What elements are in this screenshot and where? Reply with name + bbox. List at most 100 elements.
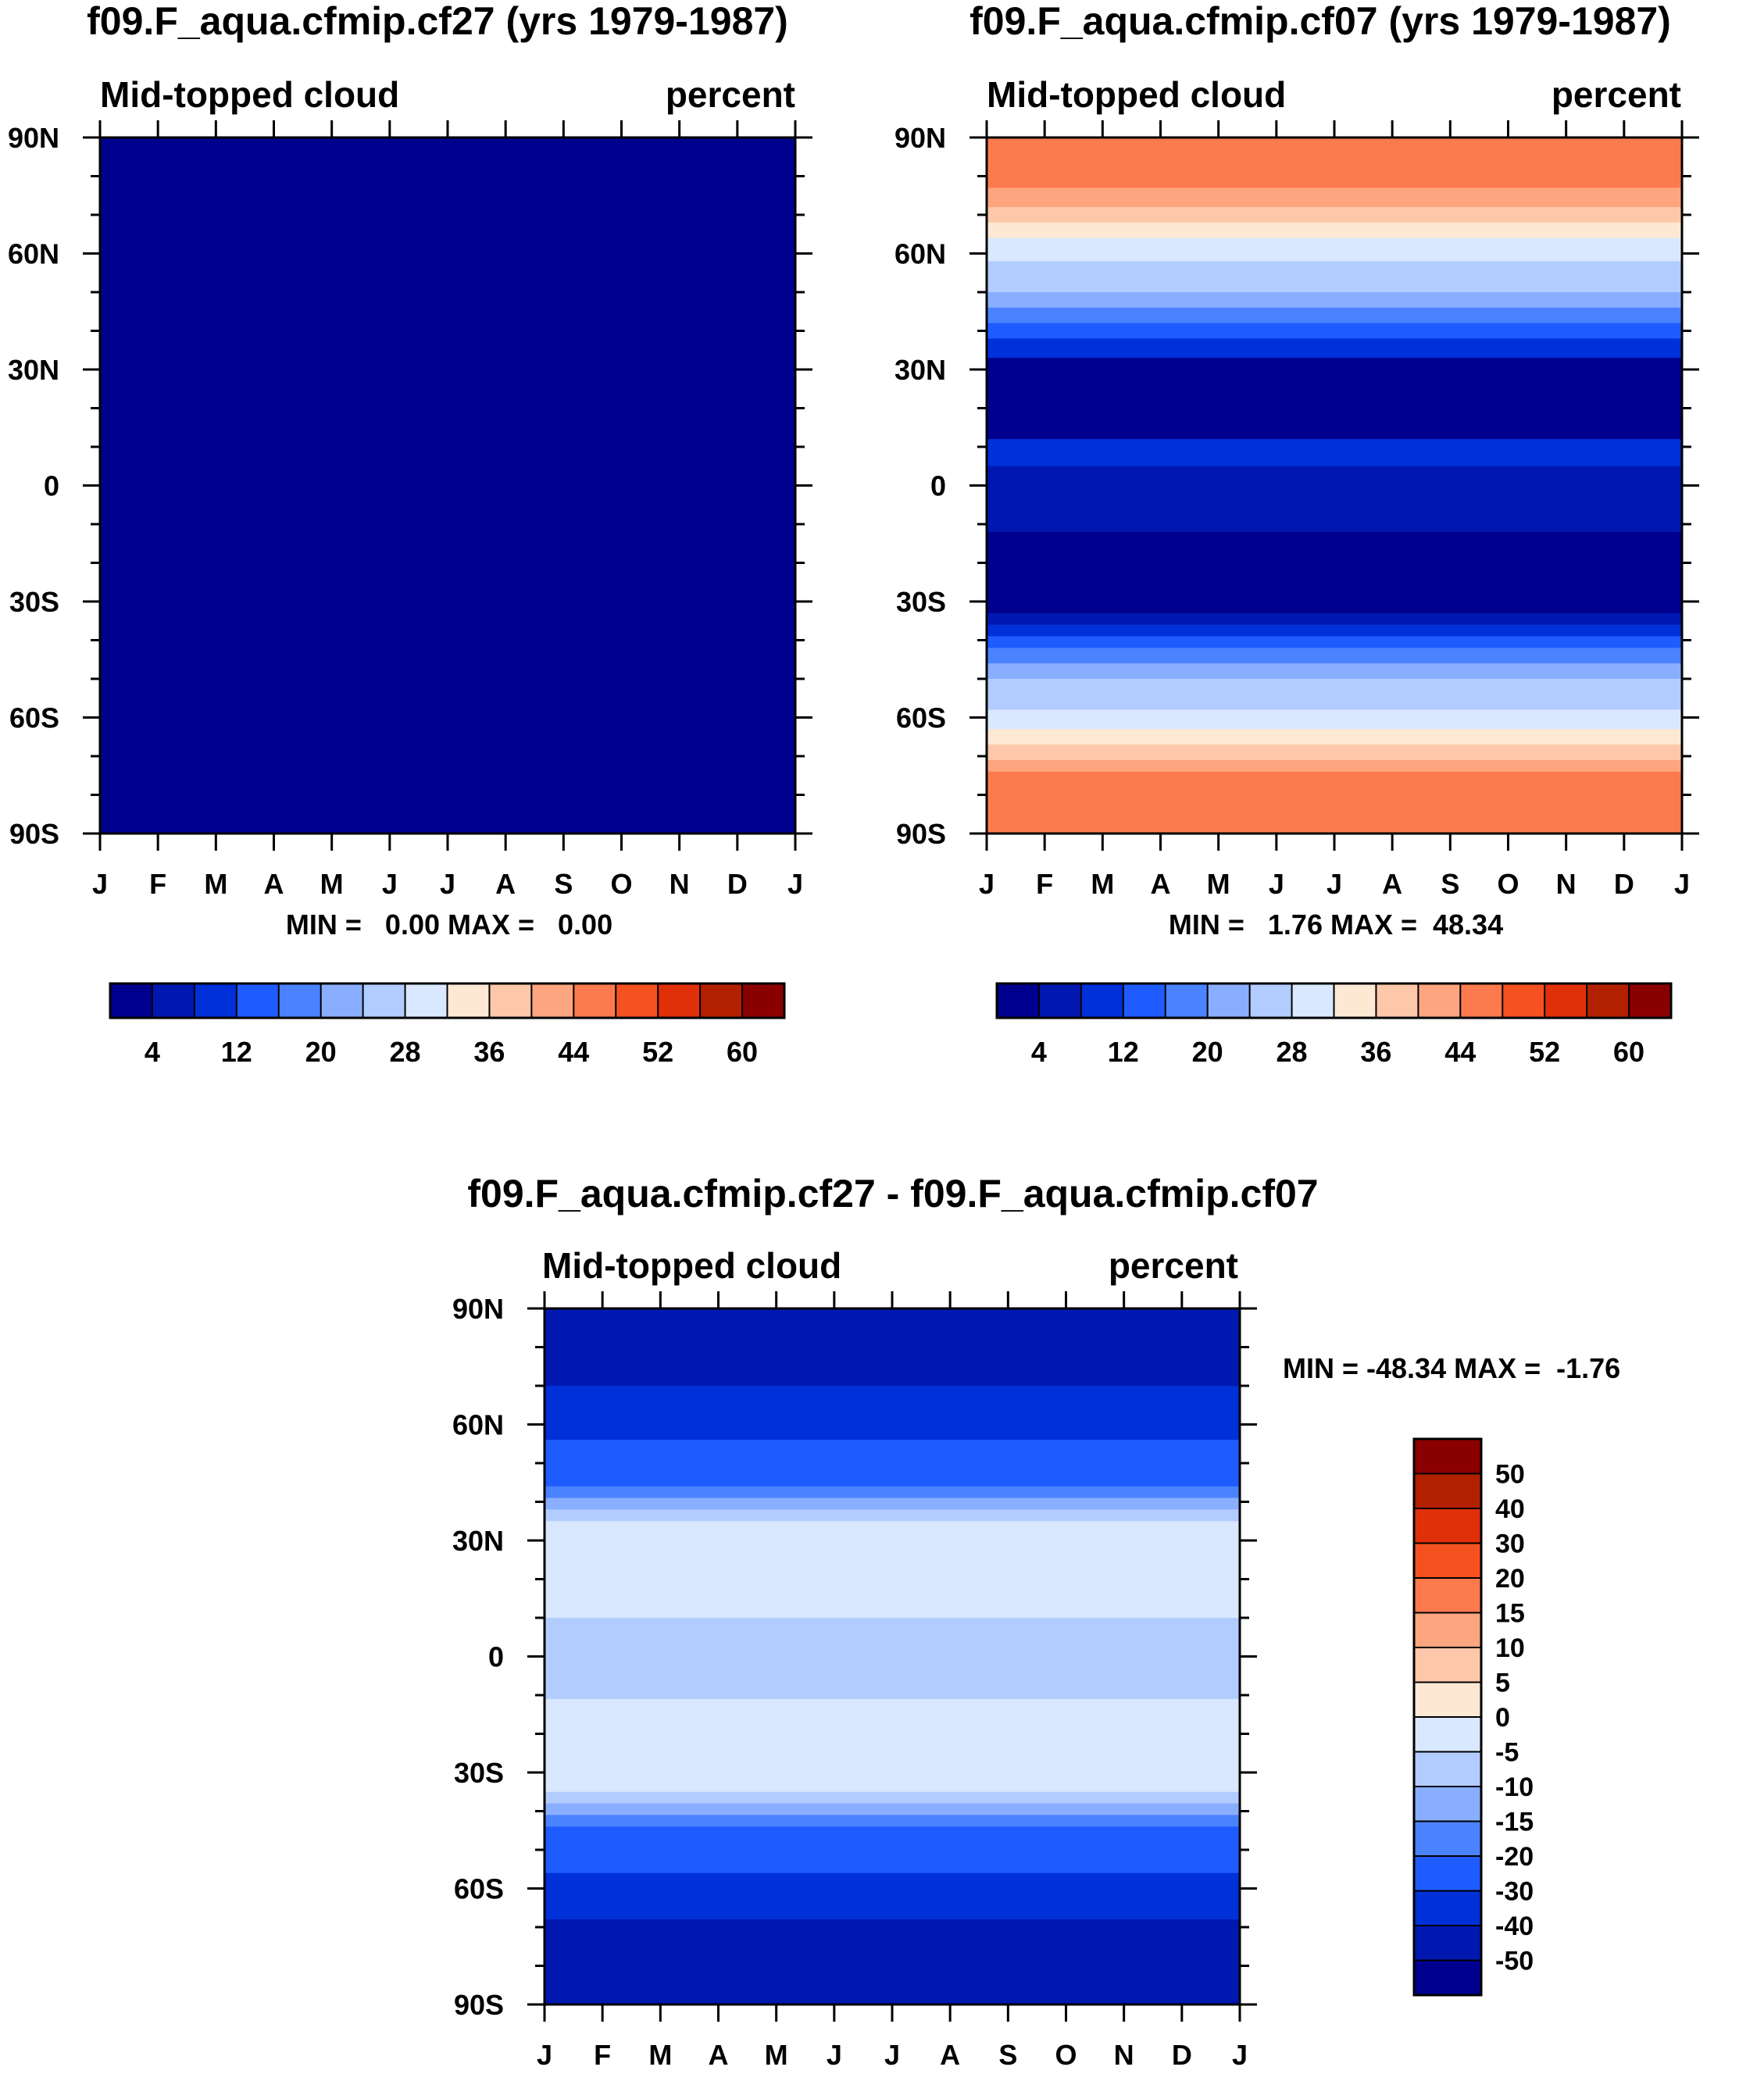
colorbar-label: -5 <box>1495 1738 1519 1768</box>
colorbar-swatch <box>1460 983 1503 1018</box>
panel2-band <box>987 760 1682 773</box>
y-tick-label: 90N <box>452 1293 504 1325</box>
x-tick-label: M <box>204 868 227 900</box>
colorbar-swatch <box>1207 983 1251 1018</box>
colorbar-label: -15 <box>1495 1808 1534 1837</box>
y-tick-label: 30N <box>452 1525 504 1557</box>
panel2-band <box>987 207 1682 223</box>
panel3-band <box>545 1618 1240 1700</box>
colorbar-label: 4 <box>1031 1036 1047 1068</box>
colorbar-swatch <box>1414 1821 1481 1857</box>
colorbar-label: -40 <box>1495 1912 1534 1941</box>
panel2-band <box>987 237 1682 262</box>
colorbar-label: 52 <box>642 1036 673 1068</box>
colorbar-swatch <box>447 983 490 1018</box>
colorbar-label: 20 <box>305 1036 337 1068</box>
x-tick-label: J <box>827 2039 842 2071</box>
colorbar-label: 60 <box>727 1036 758 1068</box>
panel1-plot: 90N 60N 30N 0 30S 60S 90S J F M A M J J A S O N D J <box>8 120 812 900</box>
x-tick-label: O <box>610 868 632 900</box>
panel3-minmax: MIN = -48.34 MAX = -1.76 <box>1283 1352 1620 1384</box>
x-tick-label: O <box>1497 868 1519 900</box>
x-tick-label: J <box>979 868 994 900</box>
panel3-band <box>545 1509 1240 1522</box>
y-tick-label: 30N <box>894 354 946 386</box>
colorbar-swatch <box>405 983 448 1018</box>
x-tick-label: D <box>727 868 748 900</box>
panel3-band <box>545 1486 1240 1499</box>
colorbar-frame <box>995 982 1673 1019</box>
colorbar-swatch <box>1414 1682 1481 1718</box>
panel3-band <box>545 1386 1240 1440</box>
colorbar-swatch <box>1414 1647 1481 1683</box>
x-tick-label: J <box>440 868 455 900</box>
colorbar-swatch <box>1414 1543 1481 1579</box>
panel2-minmax: MIN = 1.76 MAX = 48.34 <box>1169 908 1503 941</box>
colorbar-label: 30 <box>1495 1530 1525 1559</box>
y-tick-label: 90S <box>896 818 946 850</box>
colorbar-swatch <box>1414 1926 1481 1961</box>
colorbar-swatch <box>700 983 743 1018</box>
colorbar-swatch <box>1123 983 1166 1018</box>
y-tick-label: 30S <box>9 586 59 618</box>
x-tick-label: S <box>998 2039 1017 2071</box>
panel2-band <box>987 636 1682 648</box>
panel3-units-label: percent <box>1109 1245 1238 1286</box>
colorbar-swatch <box>236 983 280 1018</box>
x-tick-label: D <box>1614 868 1634 900</box>
panel2-band <box>987 744 1682 761</box>
x-tick-label: M <box>765 2039 788 2071</box>
panel3-variable-label: Mid-topped cloud <box>542 1245 841 1286</box>
colorbar-label: 36 <box>473 1036 505 1068</box>
x-tick-label: N <box>670 868 690 900</box>
colorbar-label: -20 <box>1495 1842 1534 1872</box>
panel3-band <box>545 1521 1240 1619</box>
x-tick-label: M <box>1091 868 1114 900</box>
y-tick-label: 90S <box>9 818 59 850</box>
y-tick-label: 90N <box>894 122 946 154</box>
y-tick-label: 30S <box>454 1757 504 1789</box>
colorbar-swatch <box>531 983 574 1018</box>
colorbar-label: 15 <box>1495 1599 1525 1629</box>
colorbar-swatch <box>1376 983 1419 1018</box>
colorbar-swatch <box>1587 983 1630 1018</box>
colorbar-swatch <box>1414 1612 1481 1648</box>
panel2-band <box>987 222 1682 239</box>
panel2-title: f09.F_aqua.cfmip.cf07 (yrs 1979-1987) <box>969 0 1671 43</box>
panel2-band <box>987 307 1682 324</box>
panel2-band <box>987 624 1682 637</box>
x-tick-label: J <box>1269 868 1284 900</box>
panel3-band <box>545 1791 1240 1804</box>
panel3-band <box>545 1872 1240 1920</box>
panel2-band <box>987 663 1682 680</box>
colorbar-swatch <box>616 983 659 1018</box>
panel1-units-label: percent <box>666 74 795 115</box>
x-tick-label: F <box>594 2039 611 2071</box>
colorbar-swatch <box>997 983 1040 1018</box>
colorbar-label: 36 <box>1360 1036 1391 1068</box>
colorbar-swatch <box>362 983 405 1018</box>
colorbar-label: -30 <box>1495 1877 1534 1907</box>
panel3-band <box>545 1826 1240 1874</box>
colorbar-label: 10 <box>1495 1633 1525 1663</box>
colorbar-label: 50 <box>1495 1460 1525 1490</box>
colorbar-swatch <box>1414 1960 1481 1996</box>
colorbar-label: 20 <box>1495 1564 1525 1594</box>
panel1-variable-label: Mid-topped cloud <box>100 74 399 115</box>
colorbar-frame <box>1412 1437 1483 1997</box>
colorbar-label: 28 <box>1277 1036 1308 1068</box>
colorbar-label: -50 <box>1495 1947 1534 1976</box>
x-tick-label: N <box>1556 868 1577 900</box>
colorbar-label: 40 <box>1495 1494 1525 1524</box>
x-tick-label: J <box>92 868 108 900</box>
colorbar-swatch <box>1629 983 1672 1018</box>
panel3-band <box>545 1308 1240 1387</box>
colorbar-swatch <box>489 983 532 1018</box>
panel2-units-label: percent <box>1552 74 1681 115</box>
colorbar-frame <box>109 982 786 1019</box>
y-tick-label: 0 <box>930 470 946 502</box>
colorbar-swatch <box>1414 1890 1481 1926</box>
colorbar-swatch <box>1291 983 1334 1018</box>
x-tick-label: S <box>554 868 573 900</box>
